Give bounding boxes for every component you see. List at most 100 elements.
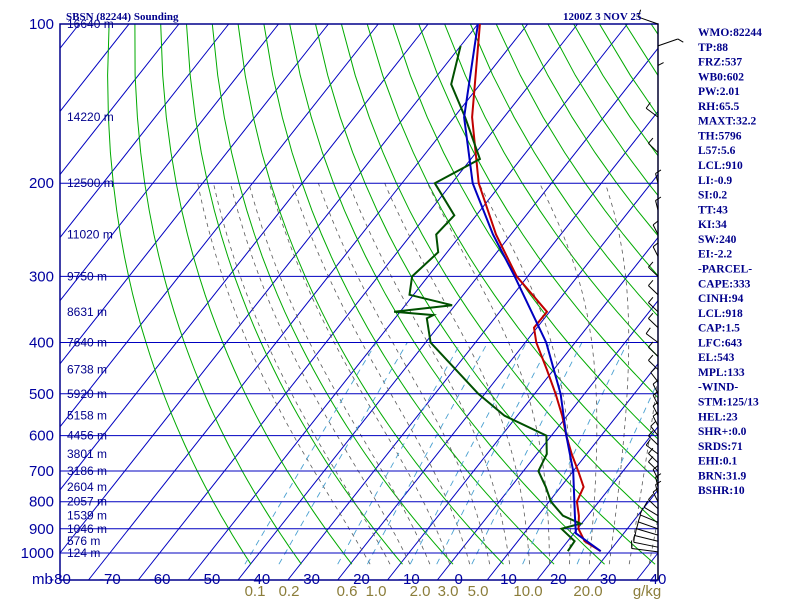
parcel-line	[463, 24, 602, 553]
wind-barb-flag	[645, 102, 651, 109]
station-title: SBSN (82244) Sounding	[66, 11, 179, 23]
moist-adiabat-line	[348, 183, 510, 565]
dry-adiabat-line	[495, 24, 658, 277]
wind-barb-staff	[648, 142, 659, 153]
moist-adiabat-line	[318, 183, 491, 565]
dry-adiabat-line	[444, 24, 658, 358]
index-line: EI:-2.2	[698, 249, 732, 261]
wind-barb-staff	[652, 224, 659, 235]
indices-panel: WMO:82244 TP:88 FRZ:537 WB0:602 PW:2.01 RH:65…	[698, 27, 762, 497]
mixing-ratio-label: 0.2	[279, 583, 300, 600]
index-line: EHI:0.1	[698, 456, 738, 468]
index-line: EL:543	[698, 352, 735, 364]
mixing-ratio-line	[409, 342, 527, 565]
dry-adiabat-line	[392, 24, 658, 440]
isotherm-line	[59, 23, 80, 49]
temperature-tick-label: 30	[600, 571, 617, 588]
plot-frame	[59, 23, 659, 581]
wind-barb-staff	[639, 514, 659, 523]
wind-barb-staff	[648, 266, 659, 277]
wind-barb-staff	[652, 246, 659, 257]
dry-adiabat-line	[340, 24, 658, 525]
index-line: WB0:602	[698, 71, 744, 83]
temperature-tick-label: -50	[199, 571, 221, 588]
mixing-ratio-line	[337, 342, 462, 565]
wind-barb-staff	[645, 333, 659, 343]
height-label: 1046 m	[67, 522, 107, 536]
dry-adiabat-line	[469, 24, 658, 317]
wind-barb-staff	[648, 359, 659, 370]
index-line: BRN:31.9	[698, 470, 746, 482]
wind-barbs	[631, 9, 684, 580]
isobars	[60, 23, 658, 554]
isotherm-line	[59, 23, 279, 301]
moist-adiabat-line	[628, 372, 658, 565]
wind-barb-flag	[637, 514, 642, 523]
wind-barb-staff	[652, 415, 659, 427]
moist-adiabat-line	[604, 183, 630, 565]
wind-barb-staff	[650, 425, 659, 436]
dry-adiabat-line	[289, 24, 605, 565]
wind-barb-flag	[652, 242, 659, 248]
index-line: PW:2.01	[698, 86, 740, 98]
wind-barb-flag	[652, 220, 659, 226]
isotherm-line	[59, 23, 479, 554]
wind-barb-staff	[633, 541, 659, 548]
isotherm-line	[187, 23, 628, 581]
moist-adiabat-line	[197, 183, 371, 565]
dry-adiabat-line	[418, 24, 658, 399]
wind-barb-flag	[652, 487, 659, 493]
isotherm-line	[337, 174, 659, 581]
wind-barb-staff	[648, 318, 659, 329]
index-line: LFC:643	[698, 337, 742, 349]
wind-barb-flag	[657, 62, 664, 66]
pressure-tick-label: 800	[29, 494, 54, 511]
dry-adiabat-line	[263, 24, 555, 565]
index-line: RH:65.5	[698, 101, 739, 113]
wind-barb-flag	[636, 521, 639, 529]
index-line: LI:-0.9	[698, 175, 732, 187]
wind-barb-staff	[652, 383, 659, 394]
height-label: 7640 m	[67, 335, 107, 349]
height-label: 5920 m	[67, 387, 107, 401]
sounding-time: 1200Z 3 NOV 25	[563, 11, 642, 23]
isotherm-line	[237, 48, 659, 581]
temperature-tick-label: -30	[298, 571, 320, 588]
wind-barb-staff	[648, 302, 659, 313]
index-line: L57:5.6	[698, 145, 736, 157]
temperature-tick-label: -60	[149, 571, 171, 588]
pressure-tick-label: 200	[29, 175, 54, 192]
dry-adiabat-line	[754, 24, 800, 564]
pressure-tick-label: 600	[29, 428, 54, 445]
height-label: 8631 m	[67, 305, 107, 319]
mixing-ratio-lines	[244, 342, 658, 565]
temperature-tick-label: 40	[650, 571, 667, 588]
height-labels: 16640 m 14220 m 12500 m 11020 m 9750 m 8631 m…	[67, 17, 114, 560]
wind-barb-staff	[636, 528, 659, 536]
temperature-tick-label: -10	[398, 571, 420, 588]
mixing-ratio-label: 5.0	[468, 583, 489, 600]
moist-adiabat-line	[478, 183, 572, 565]
wind-barb-staff	[652, 395, 659, 406]
mixing-ratio-label: 0.1	[245, 583, 266, 600]
wind-barb-flag	[648, 297, 654, 303]
wind-barb-flag	[648, 341, 654, 348]
isotherm-line	[59, 23, 379, 428]
height-label: 6738 m	[67, 363, 107, 377]
mixing-ratio-line	[436, 342, 551, 565]
mixing-ratio-label: 10.0	[513, 583, 542, 600]
isotherm-line	[59, 23, 230, 238]
index-line: SRDS:71	[698, 441, 743, 453]
mixing-ratio-line	[278, 342, 408, 565]
moist-adiabat-line	[213, 183, 391, 565]
pressure-tick-label: 900	[29, 521, 54, 538]
wind-barb-flag	[648, 279, 654, 286]
wind-barb-flag	[652, 401, 659, 407]
wind-barb-flag	[633, 534, 636, 543]
wind-barb-staff	[648, 499, 659, 510]
moist-adiabat-line	[268, 183, 451, 565]
index-line: MPL:133	[698, 367, 745, 379]
index-line: FRZ:537	[698, 57, 742, 69]
wind-barb-staff	[657, 38, 678, 47]
